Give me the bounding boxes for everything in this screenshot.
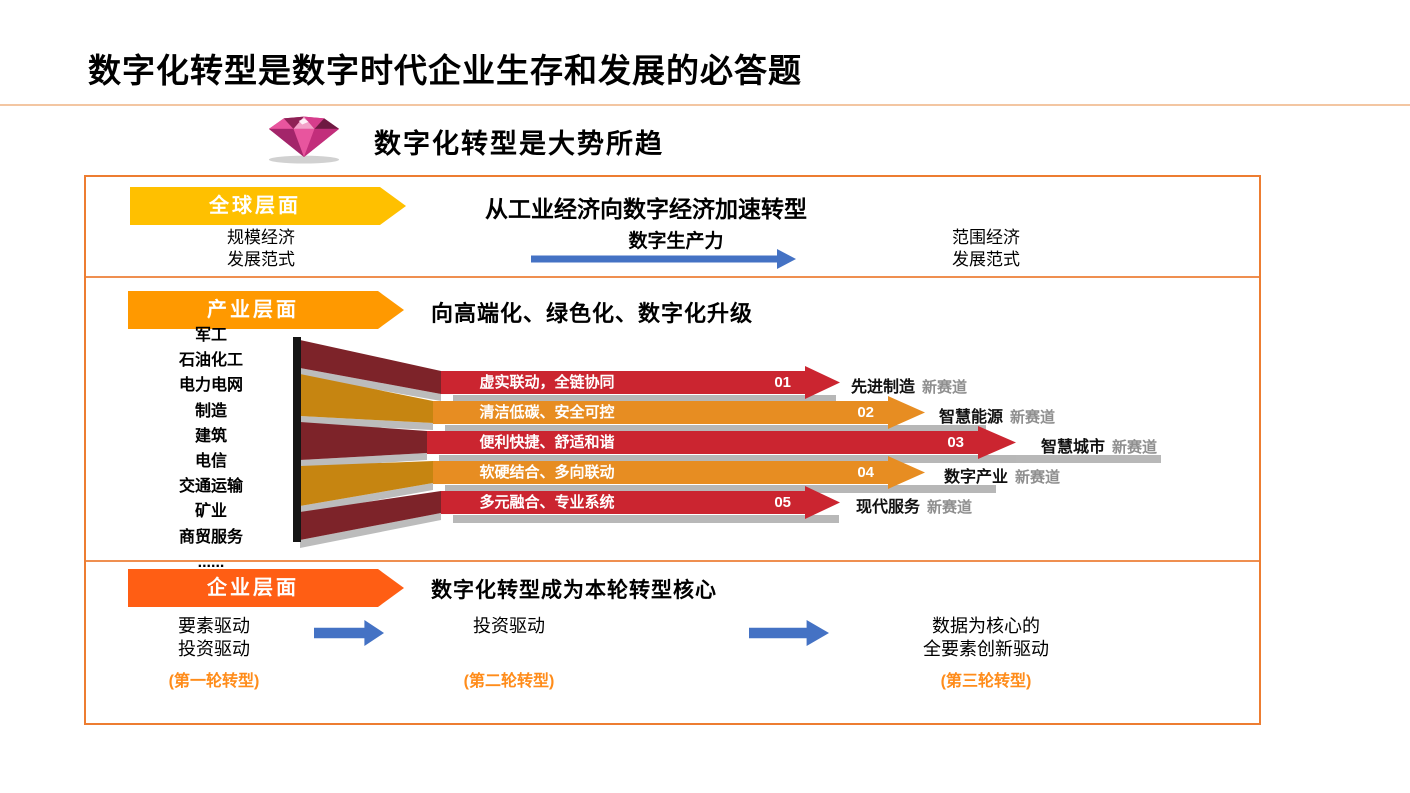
track-label-5: 现代服务 新赛道 — [856, 493, 972, 516]
stage-line: 全要素创新驱动 — [923, 639, 1049, 659]
round-label-2: (第二轮转型) — [463, 673, 555, 690]
track-arrow-3 — [427, 426, 1016, 459]
stage-line: 投资驱动 — [178, 639, 250, 659]
track-feature-3: 便利快捷、舒适和谐 — [479, 434, 615, 451]
diamond-gem-icon — [268, 116, 340, 164]
track-feature-1: 虚实联动，全链协同 — [479, 374, 615, 391]
track-label-4: 数字产业 新赛道 — [944, 463, 1060, 486]
track-arrow-1 — [441, 366, 840, 399]
industry-item: 电力电网 — [178, 377, 243, 395]
track-feature-5: 多元融合、专业系统 — [479, 494, 615, 511]
stage-data-driven: 数据为核心的 全要素创新驱动 (第三轮转型) — [886, 615, 1086, 690]
stage-line: 数据为核心的 — [932, 616, 1040, 636]
global-right-paradigm: 范围经济 发展范式 — [911, 227, 1061, 271]
track-number-1: 01 — [774, 374, 791, 391]
track-label-3: 智慧城市 新赛道 — [1041, 433, 1157, 456]
track-tag: 新赛道 — [1010, 409, 1056, 426]
track-number-5: 05 — [774, 494, 791, 511]
track-name: 先进制造 — [851, 379, 916, 396]
global-right-line1: 范围经济 — [952, 228, 1020, 247]
page-title: 数字化转型是数字时代企业生存和发展的必答题 — [88, 52, 802, 89]
track-label-2: 智慧能源 新赛道 — [939, 403, 1055, 426]
stage-factor-driven: 要素驱动 投资驱动 (第一轮转型) — [124, 615, 304, 690]
track-wedge-5 — [300, 491, 441, 540]
track-number-4: 04 — [857, 464, 874, 481]
blue-line-arrow-icon — [531, 249, 796, 269]
industry-item: 制造 — [194, 402, 227, 420]
track-name: 智慧城市 — [1041, 439, 1106, 456]
track-name: 数字产业 — [944, 469, 1009, 486]
industry-heading: 向高端化、绿色化、数字化升级 — [431, 301, 754, 326]
track-label-1: 先进制造 新赛道 — [851, 373, 967, 396]
global-left-line2: 发展范式 — [227, 250, 295, 269]
industry-item: 电信 — [194, 453, 227, 471]
banner-global-level: 全球层面 — [130, 187, 406, 225]
section-divider-2 — [86, 560, 1259, 562]
industry-item: 建筑 — [194, 427, 227, 445]
digital-productivity-label: 数字生产力 — [628, 231, 724, 252]
track-tag: 新赛道 — [1112, 439, 1158, 456]
banner-industry-level: 产业层面 — [128, 291, 404, 329]
stage-line: 要素驱动 — [178, 616, 250, 636]
industry-item: 矿业 — [194, 503, 227, 521]
slide-subtitle: 数字化转型是大势所趋 — [374, 129, 664, 159]
track-tag: 新赛道 — [922, 379, 968, 396]
track-wedge-3 — [300, 422, 427, 460]
wedge-shadows — [300, 368, 441, 548]
industry-item: 商贸服务 — [178, 528, 243, 546]
fan-origin-bar — [293, 337, 301, 542]
track-feature-2: 清洁低碳、安全可控 — [479, 404, 615, 421]
global-left-paradigm: 规模经济 发展范式 — [186, 227, 336, 271]
track-wedge-2 — [300, 374, 433, 423]
industry-item: ...... — [197, 553, 225, 571]
track-tag: 新赛道 — [927, 499, 973, 516]
stage-line: 投资驱动 — [473, 616, 545, 636]
section-divider-1 — [86, 276, 1259, 278]
round-label-3: (第三轮转型) — [940, 673, 1032, 690]
industry-item: 军工 — [194, 327, 227, 344]
banner-enterprise-level: 企业层面 — [128, 569, 404, 607]
track-arrow-2 — [433, 396, 925, 429]
round-label-1: (第一轮转型) — [168, 673, 260, 690]
stage-investment-driven: 投资驱动 (第二轮转型) — [419, 615, 599, 690]
track-arrow-5 — [441, 486, 840, 519]
global-heading: 从工业经济向数字经济加速转型 — [485, 196, 807, 222]
track-number-2: 02 — [857, 404, 874, 421]
track-feature-4: 软硬结合、多向联动 — [479, 464, 615, 481]
track-name: 智慧能源 — [939, 409, 1004, 426]
track-arrow-4 — [433, 456, 925, 489]
arrow-shadows — [439, 395, 1161, 523]
enterprise-heading: 数字化转型成为本轮转型核心 — [431, 579, 717, 602]
track-number-3: 03 — [947, 434, 964, 451]
industry-item: 交通运输 — [178, 478, 243, 496]
track-tag: 新赛道 — [1015, 469, 1061, 486]
industry-tracks-diagram — [293, 337, 1161, 548]
industry-list: 军工 石油化工 电力电网 制造 建筑 电信 交通运输 矿业 商贸服务 .....… — [116, 323, 306, 575]
track-wedge-1 — [300, 340, 441, 394]
diagram-frame: 全球层面 从工业经济向数字经济加速转型 规模经济 发展范式 数字生产力 范围经济… — [84, 175, 1261, 725]
title-divider — [0, 104, 1410, 106]
global-right-line2: 发展范式 — [952, 250, 1020, 269]
track-name: 现代服务 — [856, 499, 921, 516]
global-left-line1: 规模经济 — [227, 228, 295, 247]
industry-item: 石油化工 — [178, 352, 243, 370]
track-wedge-4 — [300, 461, 433, 506]
